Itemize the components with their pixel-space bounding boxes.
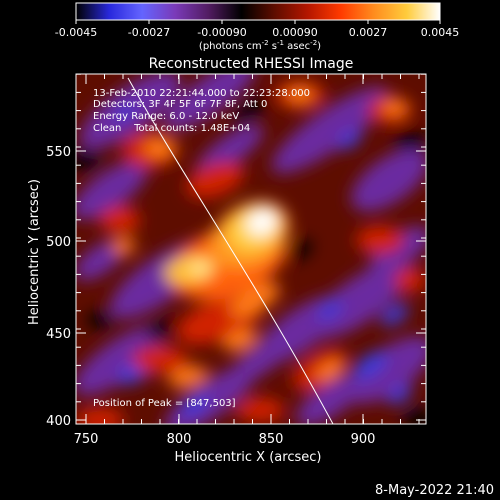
xray-intensity-map bbox=[76, 74, 426, 424]
x-axis-label: Heliocentric X (arcsec) bbox=[175, 450, 322, 465]
intensity-patch bbox=[394, 268, 426, 292]
x-tick-label: 900 bbox=[351, 432, 376, 447]
image-panel bbox=[76, 74, 426, 424]
intensity-patch bbox=[76, 239, 126, 281]
intensity-patch bbox=[144, 138, 176, 158]
solar-limb-line bbox=[127, 77, 334, 424]
y-tick-label: 450 bbox=[46, 327, 71, 342]
colorbar-tick-label: 0.00090 bbox=[272, 26, 318, 39]
clean-counts-text: Clean Total counts: 1.48E+04 bbox=[93, 123, 250, 134]
intensity-patch bbox=[286, 87, 314, 103]
x-tick-label: 800 bbox=[167, 432, 192, 447]
time-range-text: 13-Feb-2010 22:21:44.000 to 22:23:28.000 bbox=[93, 88, 310, 99]
y-tick-label: 500 bbox=[46, 235, 71, 250]
intensity-patch bbox=[381, 303, 409, 327]
x-tick-label: 750 bbox=[74, 432, 99, 447]
intensity-patch bbox=[196, 124, 264, 176]
detectors-text: Detectors: 3F 4F 5F 6F 7F 8F, Att 0 bbox=[93, 99, 267, 110]
intensity-patch bbox=[287, 239, 313, 261]
intensity-patch bbox=[222, 328, 258, 352]
intensity-patch bbox=[76, 160, 149, 220]
intensity-patch bbox=[246, 208, 278, 236]
intensity-patch bbox=[146, 318, 174, 342]
y-tick-label: 550 bbox=[46, 145, 71, 160]
colorbar-tick-label: -0.0045 bbox=[55, 26, 97, 39]
intensity-patch bbox=[317, 300, 343, 320]
intensity-patch bbox=[100, 206, 140, 234]
footer-timestamp: 8-May-2022 21:40 bbox=[375, 483, 494, 498]
intensity-patch bbox=[347, 336, 426, 404]
colorbar-tick-label: 0.0027 bbox=[349, 26, 388, 39]
intensity-patch bbox=[337, 130, 363, 150]
intensity-patch bbox=[315, 359, 345, 381]
intensity-patch bbox=[383, 100, 407, 116]
intensity-patch bbox=[230, 336, 290, 384]
intensity-patch bbox=[112, 238, 136, 254]
intensity-patch bbox=[76, 408, 124, 424]
peak-position-text: Position of Peak = [847,503] bbox=[93, 398, 236, 409]
colorbar-tick-label: -0.0027 bbox=[128, 26, 170, 39]
intensity-patch bbox=[163, 365, 257, 424]
intensity-patch bbox=[163, 74, 257, 130]
colorbar-tick-label: 0.0045 bbox=[421, 26, 460, 39]
intensity-patch bbox=[168, 366, 208, 388]
intensity-patch bbox=[295, 373, 365, 424]
y-axis-label: Heliocentric Y (arcsec) bbox=[27, 179, 42, 325]
intensity-patch bbox=[387, 385, 413, 405]
intensity-patch bbox=[181, 393, 209, 417]
intensity-patch bbox=[76, 150, 101, 170]
intensity-patch bbox=[352, 350, 388, 380]
intensity-patch bbox=[76, 324, 167, 396]
intensity-patch bbox=[132, 346, 188, 374]
intensity-patch bbox=[190, 262, 210, 274]
intensity-patch bbox=[232, 96, 268, 124]
intensity-patch bbox=[394, 130, 426, 150]
plot-frame bbox=[75, 73, 427, 425]
info-text: 13-Feb-2010 22:21:44.000 to 22:23:28.000… bbox=[93, 88, 310, 409]
colorbar-tick-label: -0.00090 bbox=[197, 26, 246, 39]
intensity-patch bbox=[186, 161, 244, 199]
y-tick-label: 400 bbox=[46, 414, 71, 429]
intensity-patch bbox=[271, 86, 389, 174]
intensity-patch bbox=[309, 261, 411, 339]
intensity-patch bbox=[404, 410, 426, 424]
intensity-patch bbox=[351, 148, 426, 212]
plot-title: Reconstructed RHESSI Image bbox=[149, 56, 354, 72]
intensity-patch bbox=[86, 312, 114, 328]
intensity-patch bbox=[369, 226, 426, 274]
intensity-patch bbox=[230, 282, 280, 318]
axis-tick-marks bbox=[76, 73, 426, 424]
x-tick-label: 850 bbox=[259, 432, 284, 447]
intensity-patch bbox=[356, 226, 404, 254]
colorbar-gradient bbox=[75, 2, 441, 21]
colorbar: -0.0045 -0.0027 -0.00090 0.00090 0.0027 … bbox=[55, 2, 460, 52]
colorbar-tick-marks bbox=[75, 20, 441, 24]
intensity-patch bbox=[114, 103, 136, 121]
energy-range-text: Energy Range: 6.0 - 12.0 keV bbox=[93, 111, 239, 122]
colorbar-unit-label: (photons cm-2 s-1 asec-2) bbox=[199, 39, 321, 52]
intensity-patch bbox=[236, 398, 284, 422]
